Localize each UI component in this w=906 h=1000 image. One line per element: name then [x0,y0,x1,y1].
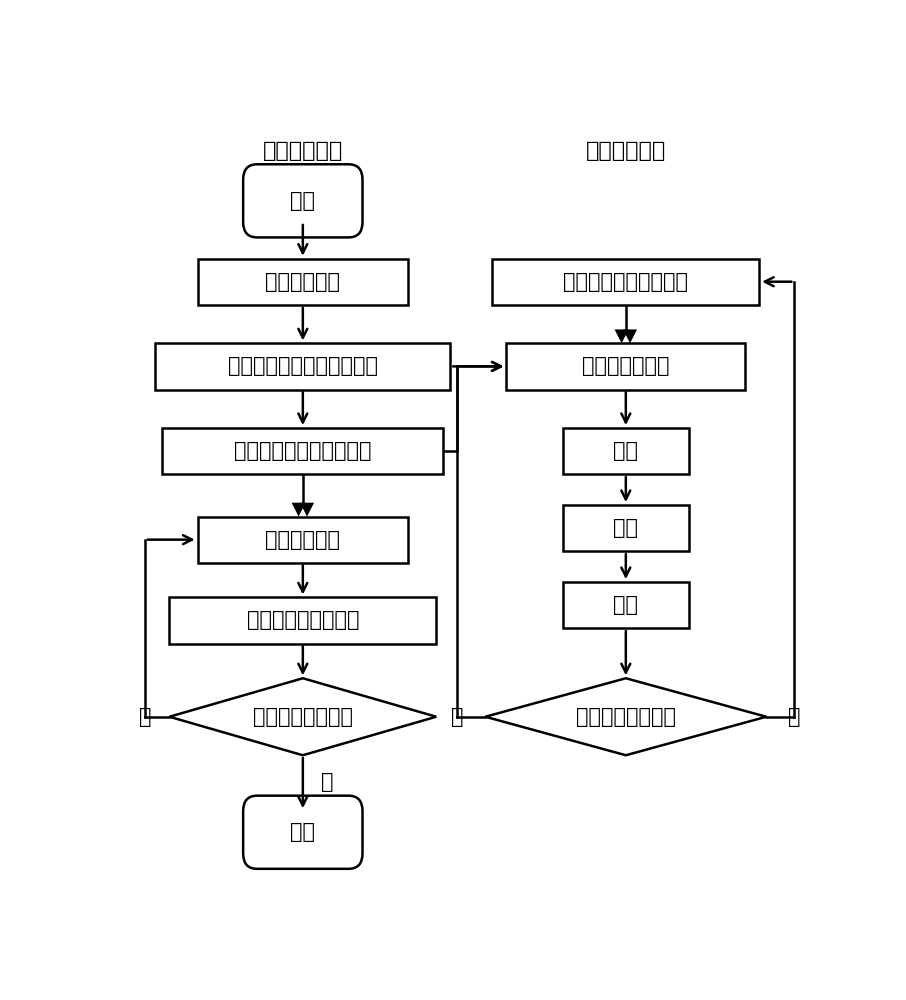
Text: 结束: 结束 [290,822,315,842]
Bar [506,343,745,389]
Bar [156,343,450,389]
Text: 是否达到要求精度: 是否达到要求精度 [253,707,352,727]
Text: 神经网络部分: 神经网络部分 [263,141,343,161]
FancyBboxPatch shape [243,164,362,237]
Text: 修改网络权值和阈值: 修改网络权值和阈值 [246,610,359,631]
Polygon shape [486,678,766,755]
Text: 初始化权值和阈值种群: 初始化权值和阈值种群 [564,272,689,292]
Polygon shape [614,329,629,343]
Bar [563,505,689,551]
Text: 交叉: 交叉 [613,518,639,538]
Text: 否: 否 [139,707,151,727]
Bar [493,259,759,305]
Polygon shape [169,678,437,755]
Text: 确定网络结构: 确定网络结构 [265,272,341,292]
Bar [198,259,408,305]
Bar [563,582,689,628]
Text: 输入样本数据及期望输出值: 输入样本数据及期望输出值 [227,356,378,376]
Text: 选择: 选择 [613,441,639,461]
Text: 是: 是 [451,707,464,727]
Polygon shape [623,329,637,343]
Text: 开始: 开始 [290,191,315,211]
FancyBboxPatch shape [243,796,362,869]
Bar [169,597,437,644]
Text: 网络误差计算: 网络误差计算 [265,530,341,550]
Text: 计算种群适应度: 计算种群适应度 [582,356,670,376]
Polygon shape [292,503,305,517]
Text: 是: 是 [321,772,333,792]
Text: 遗传算法部分: 遗传算法部分 [585,141,666,161]
Bar [563,428,689,474]
Text: 是否完成进化代数: 是否完成进化代数 [576,707,676,727]
Text: 变异: 变异 [613,595,639,615]
Bar [198,517,408,563]
Text: 获取网络初始权值和阈值: 获取网络初始权值和阈值 [234,441,371,461]
Polygon shape [300,503,314,517]
Text: 否: 否 [788,707,801,727]
Bar [162,428,443,474]
